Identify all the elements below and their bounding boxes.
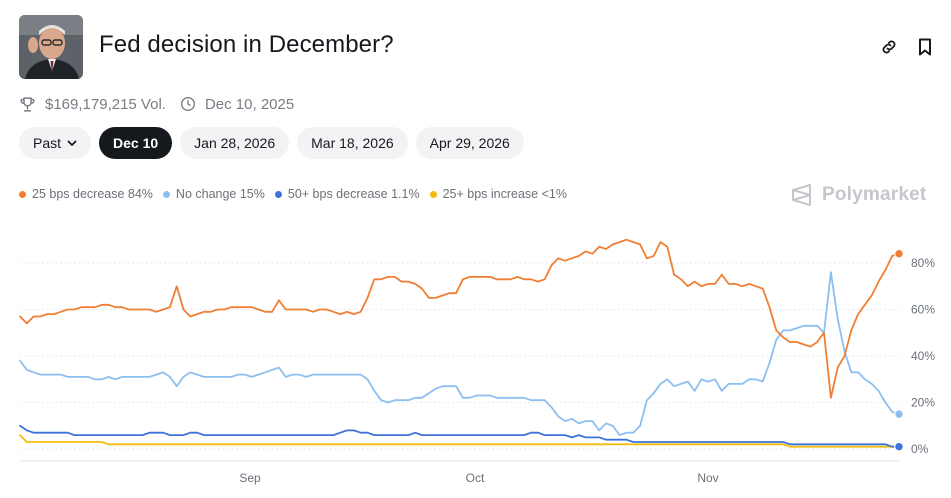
date-tabs: Past Dec 10 Jan 28, 2026 Mar 18, 2026 Ap… (19, 127, 524, 159)
legend-item[interactable]: No change 15% (162, 187, 265, 201)
y-tick-label: 0% (911, 442, 929, 456)
y-axis-ticks: 0% 20% 40% 60% 80% (911, 256, 935, 456)
tab-apr-29-2026[interactable]: Apr 29, 2026 (415, 127, 524, 159)
y-tick-label: 20% (911, 396, 935, 410)
chart-grid (20, 262, 899, 462)
polymarket-logo-icon (792, 184, 811, 206)
x-axis-ticks: Sep Oct Nov (239, 471, 718, 485)
legend-item[interactable]: 25 bps decrease 84% (19, 187, 153, 201)
tab-past-label: Past (33, 135, 62, 151)
y-tick-label: 40% (911, 349, 935, 363)
x-tick-label: Sep (239, 471, 261, 485)
end-date-text: Dec 10, 2025 (204, 95, 295, 113)
tab-jan-28-label: Jan 28, 2026 (194, 135, 276, 151)
market-title: Fed decision in December? (99, 31, 394, 58)
legend-label: 50+ bps decrease 1.1% (287, 187, 420, 201)
chart-series (19, 238, 900, 448)
x-tick-label: Oct (466, 471, 485, 485)
chart-legend: 25 bps decrease 84% No change 15% 50+ bp… (19, 187, 567, 201)
bookmark-icon[interactable] (915, 37, 935, 57)
tab-dec-10-label: Dec 10 (113, 135, 159, 151)
tab-past[interactable]: Past (19, 127, 92, 159)
market-header: Fed decision in December? (19, 15, 939, 79)
series-line (19, 238, 900, 399)
volume-text: $169,179,215 Vol. (45, 95, 166, 113)
series-line (19, 271, 900, 436)
price-history-chart[interactable]: 0% 20% 40% 60% 80% Sep Oct Nov (0, 230, 951, 498)
chevron-down-icon (67, 140, 77, 146)
legend-label: 25 bps decrease 84% (32, 187, 153, 201)
legend-dot (429, 190, 437, 198)
series-endpoint (894, 441, 904, 452)
brand-name: Polymarket (822, 184, 927, 205)
legend-label: 25+ bps increase <1% (442, 187, 567, 201)
legend-label: No change 15% (175, 187, 265, 201)
x-tick-label: Nov (697, 471, 718, 485)
market-meta: $169,179,215 Vol. Dec 10, 2025 (19, 94, 294, 114)
legend-dot (162, 190, 170, 198)
market-image (19, 15, 83, 79)
y-tick-label: 80% (911, 256, 935, 270)
chart-endpoints (894, 249, 904, 452)
series-line (19, 424, 900, 448)
link-icon[interactable] (879, 37, 899, 57)
legend-dot (274, 190, 282, 198)
clock-icon (180, 97, 195, 111)
tab-apr-29-label: Apr 29, 2026 (429, 135, 510, 151)
tab-dec-10[interactable]: Dec 10 (99, 127, 173, 159)
series-line (19, 434, 900, 448)
tab-jan-28-2026[interactable]: Jan 28, 2026 (180, 127, 290, 159)
legend-dot (19, 190, 26, 198)
legend-item[interactable]: 50+ bps decrease 1.1% (274, 187, 420, 201)
y-tick-label: 60% (911, 303, 935, 317)
series-endpoint (894, 249, 904, 259)
legend-item[interactable]: 25+ bps increase <1% (429, 187, 567, 201)
series-endpoint (894, 409, 904, 419)
tab-mar-18-label: Mar 18, 2026 (311, 135, 394, 151)
trophy-icon (20, 96, 35, 112)
polymarket-watermark: Polymarket (791, 183, 926, 207)
tab-mar-18-2026[interactable]: Mar 18, 2026 (297, 127, 408, 159)
